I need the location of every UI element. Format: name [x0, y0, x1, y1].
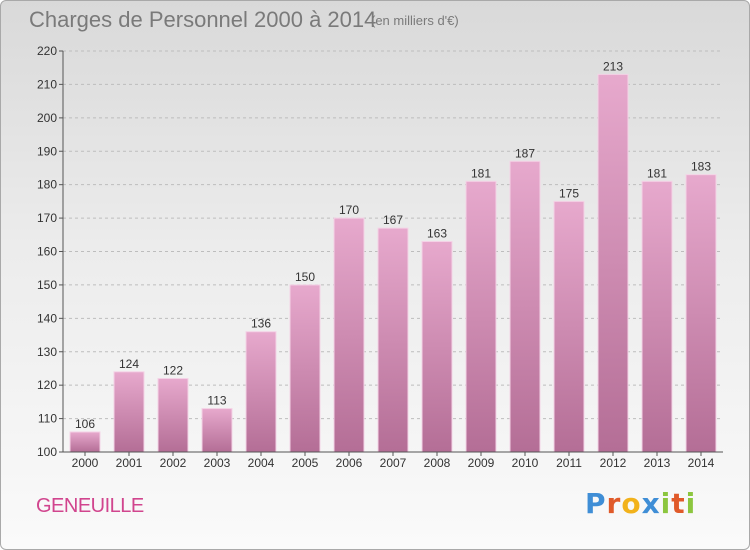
logo-letter: x [641, 487, 661, 520]
bar-2013 [641, 180, 673, 453]
bar-2005 [289, 284, 321, 453]
logo-letter: o [621, 487, 642, 520]
x-tick-label: 2003 [204, 456, 231, 470]
logo-letter: P [585, 487, 607, 520]
y-tick-label: 150 [37, 278, 57, 292]
y-tick-label: 120 [37, 378, 57, 392]
bars: 106 124 122 113 136 150 170 167 163 181 187 175 213 1… [69, 59, 717, 453]
x-tick-label: 2001 [116, 456, 143, 470]
bar-2006 [333, 217, 365, 453]
chart-title: Charges de Personnel 2000 à 2014 [29, 7, 377, 32]
data-label: 163 [427, 226, 447, 240]
data-label: 122 [163, 363, 183, 377]
data-label: 106 [75, 417, 95, 431]
y-tick-label: 130 [37, 345, 57, 359]
y-tick-label: 140 [37, 311, 57, 325]
x-tick-label: 2010 [512, 456, 539, 470]
x-tick-label: 2007 [380, 456, 407, 470]
x-tick-label: 2014 [688, 456, 715, 470]
bar-2011 [553, 200, 585, 453]
logo-letter: r [606, 487, 622, 520]
bar-2004 [245, 331, 277, 453]
data-label: 183 [691, 160, 711, 174]
bar-2007 [377, 227, 409, 453]
logo-letter: i [660, 487, 672, 520]
x-tick-label: 2009 [468, 456, 495, 470]
logo-letter: t [671, 487, 686, 520]
bar-2001 [113, 371, 145, 453]
data-label: 213 [603, 59, 623, 73]
y-tick-label: 180 [37, 178, 57, 192]
bar-2014 [685, 174, 717, 453]
commune-name: GENEUILLE [36, 495, 144, 517]
y-tick-label: 110 [38, 412, 57, 426]
data-label: 175 [559, 186, 579, 200]
axes: 100 110 120 130 140 150 160 170 180 190 200 210 220 2… [37, 44, 723, 470]
data-label: 113 [207, 394, 226, 408]
y-tick-label: 170 [37, 211, 57, 225]
bar-2010 [509, 160, 541, 453]
y-tick-label: 100 [37, 445, 57, 459]
x-tick-label: 2005 [292, 456, 319, 470]
data-label: 150 [295, 270, 315, 284]
data-label: 167 [383, 213, 403, 227]
x-tick-label: 2000 [72, 456, 99, 470]
x-tick-label: 2002 [160, 456, 187, 470]
bar-2002 [157, 377, 189, 453]
x-tick-label: 2012 [600, 456, 627, 470]
x-tick-label: 2004 [248, 456, 275, 470]
x-tick-label: 2008 [424, 456, 451, 470]
data-label: 124 [119, 357, 139, 371]
data-label: 181 [647, 166, 667, 180]
data-label: 170 [339, 203, 359, 217]
bar-2008 [421, 240, 453, 453]
y-tick-label: 160 [37, 245, 57, 259]
bar-2000 [69, 431, 101, 453]
x-tick-label: 2006 [336, 456, 363, 470]
data-label: 187 [515, 146, 535, 160]
x-tick-label: 2013 [644, 456, 671, 470]
bar-2012 [597, 73, 629, 453]
data-label: 136 [251, 317, 271, 331]
y-tick-label: 210 [37, 77, 57, 91]
proxiti-logo[interactable]: Proxiti [585, 487, 696, 520]
y-tick-label: 200 [37, 111, 57, 125]
y-tick-label: 220 [37, 44, 57, 58]
bar-2009 [465, 180, 497, 453]
x-tick-label: 2011 [556, 456, 582, 470]
y-tick-label: 190 [37, 144, 57, 158]
chart-subtitle: (en milliers d'€) [371, 13, 459, 28]
bar-2003 [201, 408, 233, 453]
data-label: 181 [471, 166, 491, 180]
logo-letter: i [685, 487, 697, 520]
